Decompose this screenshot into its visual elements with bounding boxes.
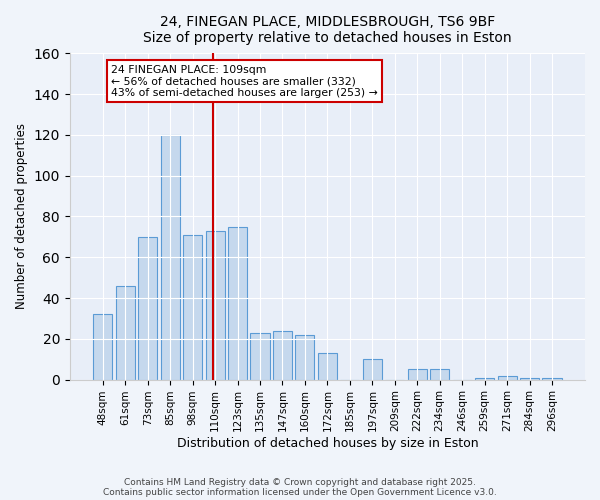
- Text: Contains HM Land Registry data © Crown copyright and database right 2025.
Contai: Contains HM Land Registry data © Crown c…: [103, 478, 497, 497]
- Bar: [430, 370, 449, 380]
- Bar: [183, 235, 202, 380]
- Bar: [161, 135, 179, 380]
- Bar: [250, 332, 269, 380]
- Bar: [520, 378, 539, 380]
- Bar: [363, 359, 382, 380]
- Bar: [273, 330, 292, 380]
- Bar: [228, 226, 247, 380]
- Text: 24 FINEGAN PLACE: 109sqm
← 56% of detached houses are smaller (332)
43% of semi-: 24 FINEGAN PLACE: 109sqm ← 56% of detach…: [111, 64, 378, 98]
- Bar: [295, 334, 314, 380]
- Bar: [318, 353, 337, 380]
- Bar: [116, 286, 135, 380]
- Bar: [407, 370, 427, 380]
- Bar: [206, 230, 224, 380]
- X-axis label: Distribution of detached houses by size in Eston: Distribution of detached houses by size …: [176, 437, 478, 450]
- Bar: [497, 376, 517, 380]
- Bar: [542, 378, 562, 380]
- Y-axis label: Number of detached properties: Number of detached properties: [15, 124, 28, 310]
- Bar: [138, 237, 157, 380]
- Bar: [475, 378, 494, 380]
- Bar: [93, 314, 112, 380]
- Title: 24, FINEGAN PLACE, MIDDLESBROUGH, TS6 9BF
Size of property relative to detached : 24, FINEGAN PLACE, MIDDLESBROUGH, TS6 9B…: [143, 15, 512, 45]
